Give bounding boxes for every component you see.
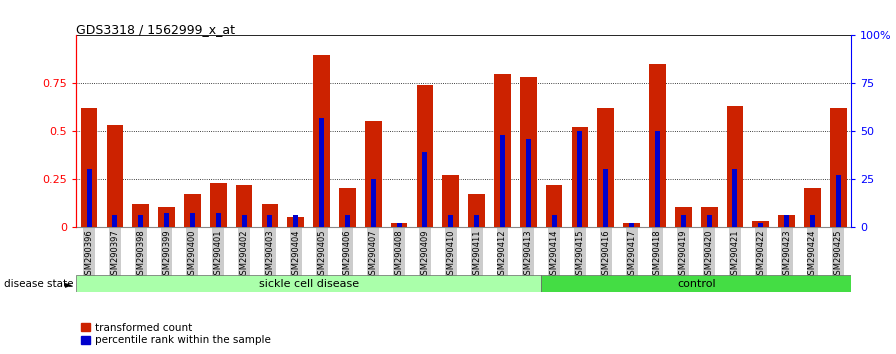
Bar — [572, 127, 589, 227]
Bar — [758, 223, 763, 227]
Bar — [500, 135, 505, 227]
Bar — [649, 64, 666, 227]
Bar — [417, 85, 434, 227]
Bar — [365, 121, 382, 227]
Bar — [727, 106, 744, 227]
Bar — [391, 223, 408, 227]
Bar — [552, 215, 556, 227]
Bar — [242, 215, 246, 227]
Bar — [603, 169, 608, 227]
Bar — [138, 215, 143, 227]
Bar — [675, 207, 692, 227]
Bar — [339, 188, 356, 227]
Bar — [753, 221, 769, 227]
Bar — [314, 55, 330, 227]
Bar — [779, 215, 795, 227]
Bar — [784, 215, 789, 227]
Bar — [469, 194, 485, 227]
Text: control: control — [676, 279, 716, 289]
Text: sickle cell disease: sickle cell disease — [259, 279, 358, 289]
Bar — [541, 275, 851, 292]
Bar — [810, 215, 815, 227]
Bar — [236, 184, 253, 227]
Bar — [133, 204, 149, 227]
Bar — [293, 215, 298, 227]
Bar — [112, 215, 117, 227]
Bar — [732, 169, 737, 227]
Bar — [526, 139, 530, 227]
Bar — [76, 275, 541, 292]
Bar — [267, 215, 272, 227]
Bar — [371, 179, 375, 227]
Bar — [474, 215, 479, 227]
Bar — [629, 223, 634, 227]
Legend: transformed count, percentile rank within the sample: transformed count, percentile rank withi… — [82, 322, 271, 345]
Bar — [422, 152, 427, 227]
Bar — [397, 223, 401, 227]
Bar — [681, 215, 685, 227]
Text: disease state: disease state — [4, 279, 74, 289]
Bar — [546, 184, 563, 227]
Bar — [184, 194, 201, 227]
Bar — [804, 188, 821, 227]
Bar — [319, 118, 324, 227]
Bar — [836, 175, 840, 227]
Bar — [190, 213, 195, 227]
Bar — [443, 175, 459, 227]
Bar — [216, 213, 220, 227]
Bar — [707, 215, 711, 227]
Bar — [701, 207, 718, 227]
Bar — [159, 207, 175, 227]
Text: GDS3318 / 1562999_x_at: GDS3318 / 1562999_x_at — [76, 23, 235, 36]
Bar — [830, 108, 847, 227]
Bar — [210, 183, 227, 227]
Bar — [107, 125, 124, 227]
Bar — [87, 169, 91, 227]
Bar — [494, 74, 511, 227]
Bar — [81, 108, 98, 227]
Bar — [448, 215, 453, 227]
Bar — [164, 213, 169, 227]
Bar — [262, 204, 279, 227]
Bar — [345, 215, 350, 227]
Bar — [624, 223, 640, 227]
Bar — [655, 131, 660, 227]
Text: ►: ► — [65, 279, 72, 289]
Bar — [577, 131, 582, 227]
Bar — [288, 217, 304, 227]
Bar — [598, 108, 614, 227]
Bar — [520, 78, 537, 227]
